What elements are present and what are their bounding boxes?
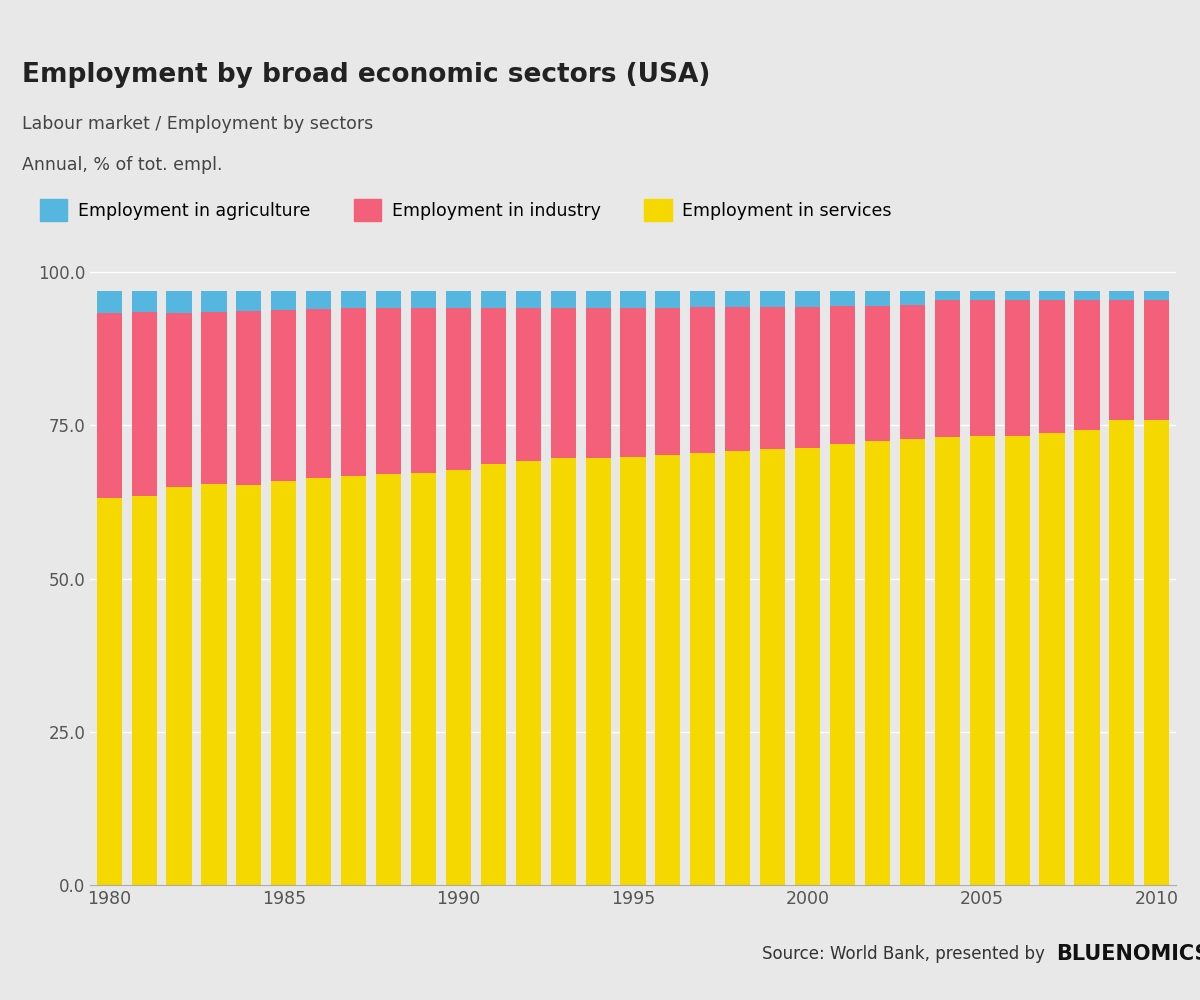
Bar bbox=[202, 484, 227, 885]
Bar bbox=[865, 291, 890, 306]
Bar bbox=[655, 291, 680, 308]
Bar bbox=[865, 306, 890, 441]
Bar bbox=[935, 300, 960, 437]
Bar bbox=[655, 455, 680, 885]
Bar bbox=[236, 291, 262, 311]
Bar bbox=[1074, 300, 1099, 430]
Bar bbox=[516, 461, 541, 885]
Bar bbox=[1004, 300, 1030, 436]
Bar bbox=[481, 464, 506, 885]
Bar bbox=[132, 291, 157, 312]
Bar bbox=[167, 313, 192, 487]
Bar bbox=[725, 291, 750, 307]
Bar bbox=[1109, 300, 1134, 420]
Bar bbox=[202, 312, 227, 484]
Bar bbox=[516, 291, 541, 308]
Bar bbox=[271, 481, 296, 885]
Bar bbox=[900, 439, 925, 885]
Bar bbox=[900, 291, 925, 305]
Bar bbox=[446, 470, 470, 885]
Bar bbox=[970, 436, 995, 885]
Bar bbox=[796, 307, 820, 448]
Bar bbox=[690, 453, 715, 885]
Bar bbox=[935, 437, 960, 885]
Bar bbox=[236, 485, 262, 885]
Bar bbox=[1039, 300, 1064, 433]
Bar bbox=[830, 444, 856, 885]
Bar bbox=[620, 457, 646, 885]
Bar bbox=[516, 308, 541, 461]
Bar bbox=[970, 300, 995, 436]
Bar bbox=[796, 291, 820, 307]
Bar bbox=[410, 308, 436, 473]
Bar bbox=[1145, 420, 1169, 885]
Bar bbox=[376, 474, 401, 885]
Bar bbox=[1109, 291, 1134, 300]
Bar bbox=[900, 305, 925, 439]
Bar bbox=[1074, 291, 1099, 300]
Bar bbox=[446, 291, 470, 308]
Bar bbox=[481, 308, 506, 464]
Bar bbox=[410, 291, 436, 308]
Bar bbox=[690, 307, 715, 453]
Bar bbox=[655, 308, 680, 455]
Bar bbox=[202, 291, 227, 312]
Bar bbox=[1145, 291, 1169, 300]
Bar bbox=[796, 448, 820, 885]
Bar bbox=[586, 291, 611, 308]
Bar bbox=[97, 313, 121, 498]
Bar bbox=[586, 308, 611, 458]
Legend: Employment in agriculture, Employment in industry, Employment in services: Employment in agriculture, Employment in… bbox=[32, 192, 899, 228]
Bar bbox=[551, 458, 576, 885]
Bar bbox=[167, 291, 192, 313]
Text: BLUENOMICS: BLUENOMICS bbox=[1056, 944, 1200, 964]
Bar bbox=[306, 291, 331, 309]
Bar bbox=[481, 291, 506, 308]
Bar bbox=[1004, 291, 1030, 300]
Text: Labour market / Employment by sectors: Labour market / Employment by sectors bbox=[22, 115, 373, 133]
Bar bbox=[1109, 420, 1134, 885]
Bar bbox=[97, 498, 121, 885]
Bar bbox=[1039, 433, 1064, 885]
Bar bbox=[760, 291, 785, 307]
Bar bbox=[271, 291, 296, 310]
Bar bbox=[97, 291, 121, 313]
Bar bbox=[935, 291, 960, 300]
Bar bbox=[1039, 291, 1064, 300]
Bar bbox=[376, 291, 401, 308]
Bar bbox=[376, 308, 401, 474]
Bar bbox=[1074, 430, 1099, 885]
Bar bbox=[725, 307, 750, 451]
Bar bbox=[341, 291, 366, 308]
Text: Source: World Bank, presented by: Source: World Bank, presented by bbox=[762, 945, 1045, 963]
Bar bbox=[830, 291, 856, 306]
Text: Annual, % of tot. empl.: Annual, % of tot. empl. bbox=[22, 156, 222, 174]
Bar bbox=[1145, 300, 1169, 420]
Bar bbox=[760, 449, 785, 885]
Text: Employment by broad economic sectors (USA): Employment by broad economic sectors (US… bbox=[22, 62, 710, 88]
Bar bbox=[271, 310, 296, 481]
Bar bbox=[167, 487, 192, 885]
Bar bbox=[620, 291, 646, 308]
Bar bbox=[970, 291, 995, 300]
Bar bbox=[551, 308, 576, 458]
Bar bbox=[236, 311, 262, 485]
Bar bbox=[586, 458, 611, 885]
Bar bbox=[830, 306, 856, 444]
Bar bbox=[306, 309, 331, 478]
Bar bbox=[620, 308, 646, 457]
Bar bbox=[1004, 436, 1030, 885]
Bar bbox=[865, 441, 890, 885]
Bar bbox=[132, 312, 157, 496]
Bar bbox=[341, 308, 366, 476]
Bar bbox=[725, 451, 750, 885]
Bar bbox=[132, 496, 157, 885]
Bar bbox=[760, 307, 785, 449]
Bar bbox=[306, 478, 331, 885]
Bar bbox=[446, 308, 470, 470]
Bar bbox=[410, 473, 436, 885]
Bar bbox=[690, 291, 715, 307]
Bar bbox=[341, 476, 366, 885]
Bar bbox=[551, 291, 576, 308]
